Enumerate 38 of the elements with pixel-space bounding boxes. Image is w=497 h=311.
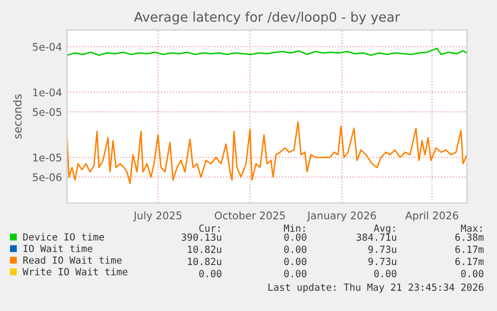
y-tick-label: 1e-04 <box>33 88 62 96</box>
legend-label: IO Wait time <box>24 244 92 252</box>
y-tick-label: 5e-05 <box>32 108 62 116</box>
text: 10.82u <box>188 246 222 253</box>
text: 9.73u <box>368 246 396 253</box>
text: 6.17m <box>455 258 484 266</box>
y-tick-label: 5e-04 <box>32 42 62 51</box>
chart-title: Average latency for /dev/loop0 - by year <box>134 12 400 24</box>
text: 384.71u <box>356 233 396 241</box>
y-axis-title: seconds <box>13 94 22 139</box>
text: 0.00 <box>284 233 306 241</box>
text: 9.73u <box>368 258 396 266</box>
text: Max: <box>460 224 482 232</box>
legend-label: Read IO Wait time <box>23 256 122 264</box>
text: 0.00 <box>199 270 222 278</box>
text: 390.13u <box>182 233 222 241</box>
line-series <box>67 48 467 56</box>
text: 6.38m <box>455 233 484 241</box>
text: 6.17m <box>455 246 484 253</box>
text: 0.00 <box>284 270 306 278</box>
text: 0.00 <box>284 258 306 266</box>
text: 0.00 <box>284 246 306 253</box>
x-tick-label: April 2026 <box>405 211 458 222</box>
line-series <box>67 121 467 184</box>
text: Cur: <box>199 224 220 232</box>
text: 10.82u <box>188 258 222 266</box>
legend-label: Device IO time <box>23 233 104 241</box>
x-tick-label: January 2026 <box>306 212 376 222</box>
text: 0.00 <box>461 270 484 278</box>
y-tick-label: 5e-06 <box>32 173 62 182</box>
text: 0.00 <box>374 270 396 278</box>
x-tick-label: October 2025 <box>214 211 285 220</box>
y-tick-label: 1e-05 <box>33 154 62 162</box>
legend-label: Write IO Wait time <box>22 268 128 276</box>
x-tick-label: July 2025 <box>133 211 182 222</box>
text: Min: <box>284 224 305 232</box>
text: Last update: Thu May 21 23:45:34 2026 <box>268 283 484 293</box>
text: Avg: <box>374 224 395 234</box>
